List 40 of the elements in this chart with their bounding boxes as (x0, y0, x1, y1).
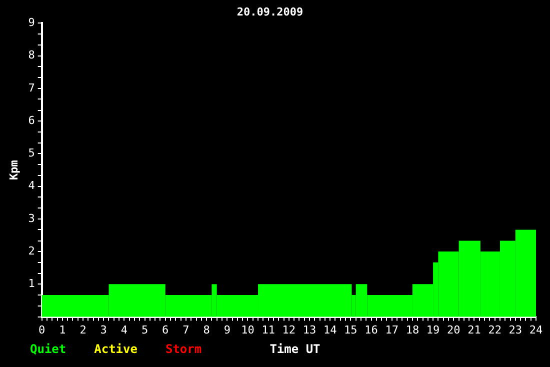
x-tick-label: 20 (447, 323, 460, 336)
x-tick-label: 12 (282, 323, 296, 336)
y-axis-title: Kpm (7, 160, 20, 180)
x-tick-label: 19 (426, 323, 440, 336)
x-tick-label: 10 (241, 323, 254, 336)
x-tick-label: 0 (38, 323, 46, 336)
text: Storm (165, 342, 202, 356)
x-tick-label: 6 (162, 323, 169, 336)
x-tick-label: 14 (323, 323, 338, 336)
text: Active (94, 342, 138, 356)
x-tick-label: 22 (488, 323, 502, 336)
chart-title: 20.09.2009 (236, 5, 304, 18)
x-tick-label: 13 (302, 323, 316, 336)
x-tick-label: 11 (262, 323, 275, 336)
text: Quiet (30, 342, 66, 356)
y-tick-label: 7 (28, 81, 35, 94)
y-tick-label: 2 (28, 244, 35, 258)
x-axis-title: Time UT (270, 342, 320, 356)
x-tick-label: 4 (120, 323, 128, 336)
y-tick-label: 5 (28, 146, 35, 160)
y-tick-label: 1 (28, 277, 35, 290)
x-tick-label: 1 (59, 323, 66, 336)
x-tick-label: 2 (80, 323, 86, 336)
x-tick-label: 21 (468, 323, 481, 336)
x-tick-label: 16 (364, 323, 378, 336)
x-tick-label: 9 (224, 323, 230, 336)
x-tick-label: 15 (344, 323, 358, 336)
x-tick-label: 23 (508, 323, 522, 336)
x-tick-label: 18 (406, 323, 420, 336)
y-tick-label: 3 (28, 212, 35, 225)
y-tick-label: 8 (28, 48, 35, 62)
x-tick-label: 5 (141, 323, 148, 336)
y-tick-label: 6 (28, 114, 35, 127)
x-tick-label: 24 (529, 323, 543, 336)
y-tick-label: 4 (28, 179, 36, 192)
x-tick-label: 17 (385, 323, 398, 336)
x-tick-label: 3 (100, 323, 107, 336)
x-tick-label: 7 (182, 323, 190, 336)
x-tick-label: 8 (203, 323, 210, 336)
y-tick-label: 9 (28, 16, 35, 30)
